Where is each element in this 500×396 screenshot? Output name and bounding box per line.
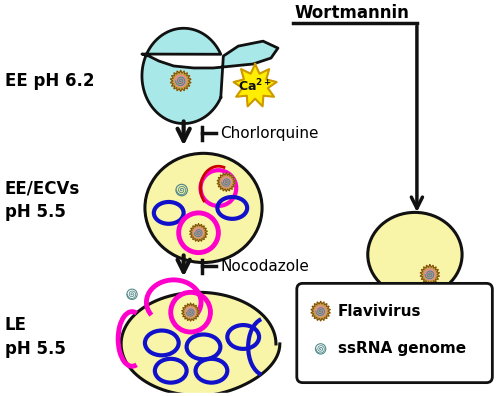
Polygon shape: [170, 70, 191, 91]
Polygon shape: [234, 64, 276, 107]
Text: $\mathbf{Ca^{2+}}$: $\mathbf{Ca^{2+}}$: [238, 78, 272, 94]
Polygon shape: [190, 224, 208, 242]
Polygon shape: [311, 301, 330, 321]
Polygon shape: [142, 28, 278, 124]
Polygon shape: [182, 303, 200, 321]
Circle shape: [194, 228, 203, 238]
Circle shape: [186, 307, 196, 317]
Circle shape: [316, 306, 326, 316]
Text: EE/ECVs
pH 5.5: EE/ECVs pH 5.5: [5, 179, 80, 221]
Ellipse shape: [145, 153, 262, 263]
Text: EE pH 6.2: EE pH 6.2: [5, 72, 94, 90]
Text: ssRNA genome: ssRNA genome: [338, 341, 466, 356]
Polygon shape: [420, 265, 440, 284]
Polygon shape: [121, 292, 280, 396]
Text: Wortmannin: Wortmannin: [295, 4, 410, 22]
Text: Nocodazole: Nocodazole: [220, 259, 309, 274]
Polygon shape: [217, 173, 236, 191]
Text: Flavivirus: Flavivirus: [338, 304, 421, 319]
Circle shape: [222, 177, 232, 187]
Polygon shape: [100, 392, 308, 396]
Text: LE
pH 5.5: LE pH 5.5: [5, 316, 66, 358]
Ellipse shape: [368, 212, 462, 297]
Circle shape: [424, 269, 435, 280]
Text: Chorlorquine: Chorlorquine: [220, 126, 319, 141]
Circle shape: [175, 75, 186, 87]
FancyBboxPatch shape: [297, 284, 492, 383]
